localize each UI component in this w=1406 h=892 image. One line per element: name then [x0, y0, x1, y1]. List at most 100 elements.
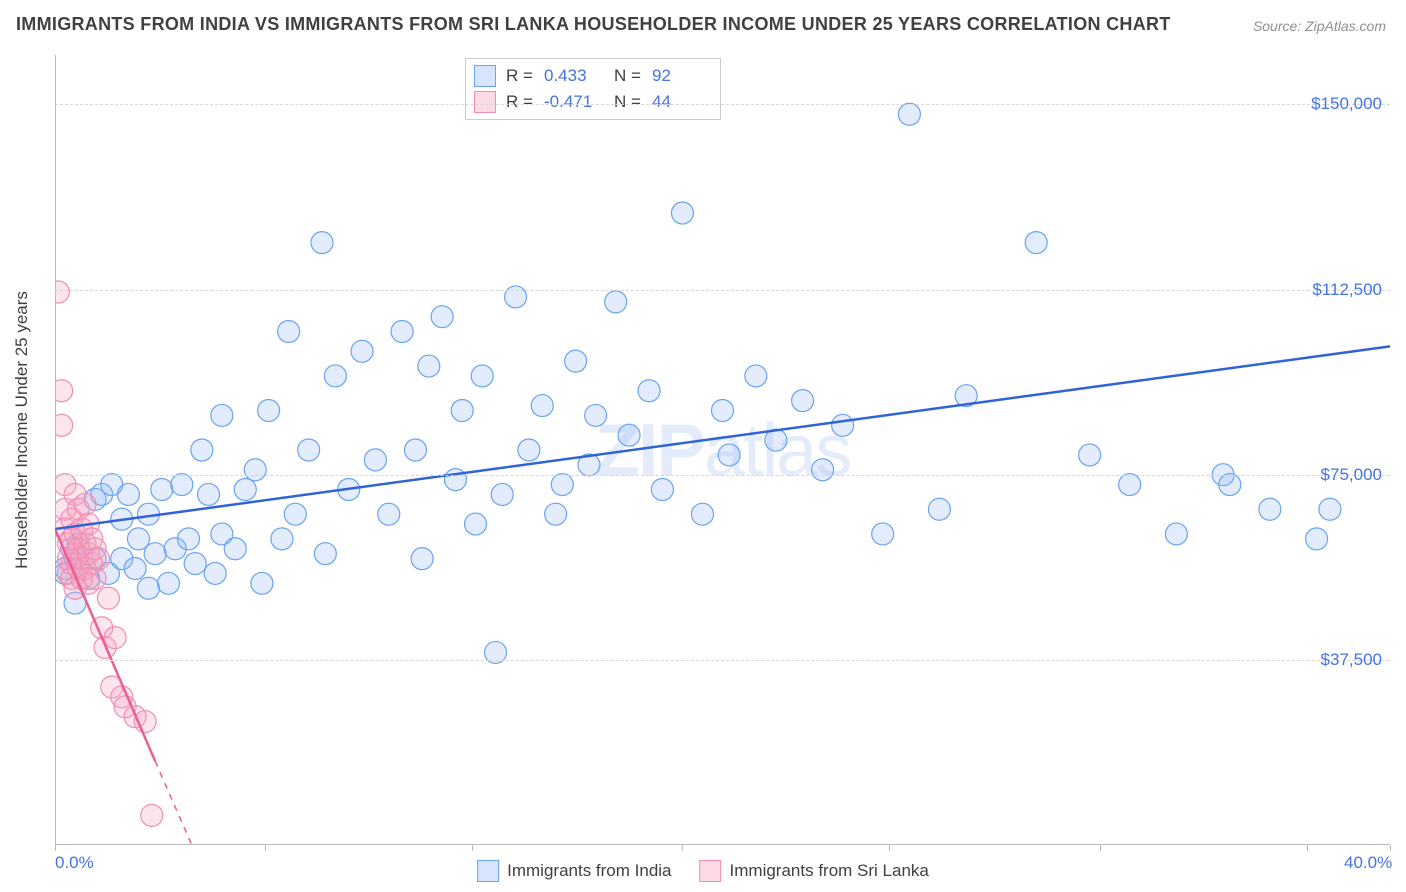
grid-line [55, 475, 1390, 476]
stat-r-label: R = [506, 92, 534, 112]
legend-item-india: Immigrants from India [477, 860, 671, 882]
scatter-point-sri_lanka [74, 493, 96, 515]
x-tick-mark [1390, 845, 1391, 851]
scatter-point-india [351, 340, 373, 362]
y-tick-label: $112,500 [1312, 280, 1382, 300]
scatter-point-india [1259, 498, 1281, 520]
scatter-point-india [418, 355, 440, 377]
stat-n-value: 92 [652, 66, 712, 86]
scatter-point-india [718, 444, 740, 466]
scatter-point-india [378, 503, 400, 525]
trend-line-india [55, 346, 1390, 529]
scatter-point-india [691, 503, 713, 525]
legend-label: Immigrants from India [507, 861, 671, 881]
scatter-point-india [928, 498, 950, 520]
scatter-point-india [251, 572, 273, 594]
scatter-point-india [1119, 474, 1141, 496]
legend-label: Immigrants from Sri Lanka [730, 861, 929, 881]
scatter-point-india [411, 548, 433, 570]
scatter-point-sri_lanka [87, 548, 109, 570]
scatter-point-india [585, 404, 607, 426]
y-tick-label: $75,000 [1321, 465, 1382, 485]
scatter-point-india [1219, 474, 1241, 496]
x-tick-mark [472, 845, 473, 851]
scatter-point-sri_lanka [104, 627, 126, 649]
scatter-point-india [1079, 444, 1101, 466]
scatter-point-india [545, 503, 567, 525]
y-axis-title: Householder Income Under 25 years [12, 291, 32, 569]
scatter-point-india [364, 449, 386, 471]
x-tick-mark [1100, 845, 1101, 851]
legend-item-srilanka: Immigrants from Sri Lanka [700, 860, 929, 882]
x-tick-mark [1307, 845, 1308, 851]
source-label: Source: ZipAtlas.com [1253, 18, 1386, 34]
scatter-point-sri_lanka [55, 281, 69, 303]
scatter-point-india [137, 577, 159, 599]
scatter-point-india [1306, 528, 1328, 550]
scatter-point-india [745, 365, 767, 387]
scatter-point-india [451, 400, 473, 422]
scatter-point-india [1025, 232, 1047, 254]
scatter-point-india [431, 306, 453, 328]
y-tick-label: $37,500 [1321, 650, 1382, 670]
scatter-point-india [872, 523, 894, 545]
scatter-point-india [204, 562, 226, 584]
scatter-point-india [258, 400, 280, 422]
scatter-point-india [298, 439, 320, 461]
grid-line [55, 290, 1390, 291]
scatter-point-india [1165, 523, 1187, 545]
scatter-point-india [565, 350, 587, 372]
x-tick-label: 40.0% [1344, 853, 1392, 873]
scatter-point-india [271, 528, 293, 550]
scatter-point-india [314, 543, 336, 565]
stat-legend-box: R = 0.433 N = 92 R = -0.471 N = 44 [465, 58, 721, 120]
bottom-legend: Immigrants from India Immigrants from Sr… [477, 860, 929, 882]
stat-r-value: -0.471 [544, 92, 604, 112]
swatch-icon [474, 91, 496, 113]
scatter-point-india [832, 414, 854, 436]
scatter-point-india [171, 474, 193, 496]
scatter-point-india [211, 404, 233, 426]
scatter-point-india [117, 483, 139, 505]
scatter-point-india [284, 503, 306, 525]
scatter-point-india [191, 439, 213, 461]
scatter-point-india [605, 291, 627, 313]
scatter-point-india [178, 528, 200, 550]
stat-r-label: R = [506, 66, 534, 86]
scatter-point-india [518, 439, 540, 461]
stat-n-value: 44 [652, 92, 712, 112]
scatter-point-india [278, 321, 300, 343]
scatter-point-india [404, 439, 426, 461]
scatter-point-sri_lanka [97, 587, 119, 609]
x-tick-mark [682, 845, 683, 851]
scatter-point-india [1319, 498, 1341, 520]
x-tick-mark [55, 845, 56, 851]
x-tick-mark [889, 845, 890, 851]
scatter-point-india [491, 483, 513, 505]
scatter-point-india [198, 483, 220, 505]
scatter-point-india [184, 553, 206, 575]
stat-r-value: 0.433 [544, 66, 604, 86]
stat-n-label: N = [614, 92, 642, 112]
stat-n-label: N = [614, 66, 642, 86]
scatter-point-india [234, 479, 256, 501]
stat-row-india: R = 0.433 N = 92 [474, 63, 712, 89]
x-tick-mark [265, 845, 266, 851]
scatter-point-india [671, 202, 693, 224]
scatter-point-india [471, 365, 493, 387]
scatter-point-india [157, 572, 179, 594]
stat-row-srilanka: R = -0.471 N = 44 [474, 89, 712, 115]
scatter-point-india [391, 321, 413, 343]
scatter-point-india [618, 424, 640, 446]
scatter-point-india [531, 395, 553, 417]
scatter-point-india [651, 479, 673, 501]
scatter-point-india [311, 232, 333, 254]
scatter-point-india [712, 400, 734, 422]
scatter-point-india [812, 459, 834, 481]
scatter-point-india [551, 474, 573, 496]
scatter-point-india [244, 459, 266, 481]
grid-line [55, 104, 1390, 105]
scatter-point-india [324, 365, 346, 387]
scatter-point-india [898, 103, 920, 125]
chart-svg [55, 55, 1390, 845]
